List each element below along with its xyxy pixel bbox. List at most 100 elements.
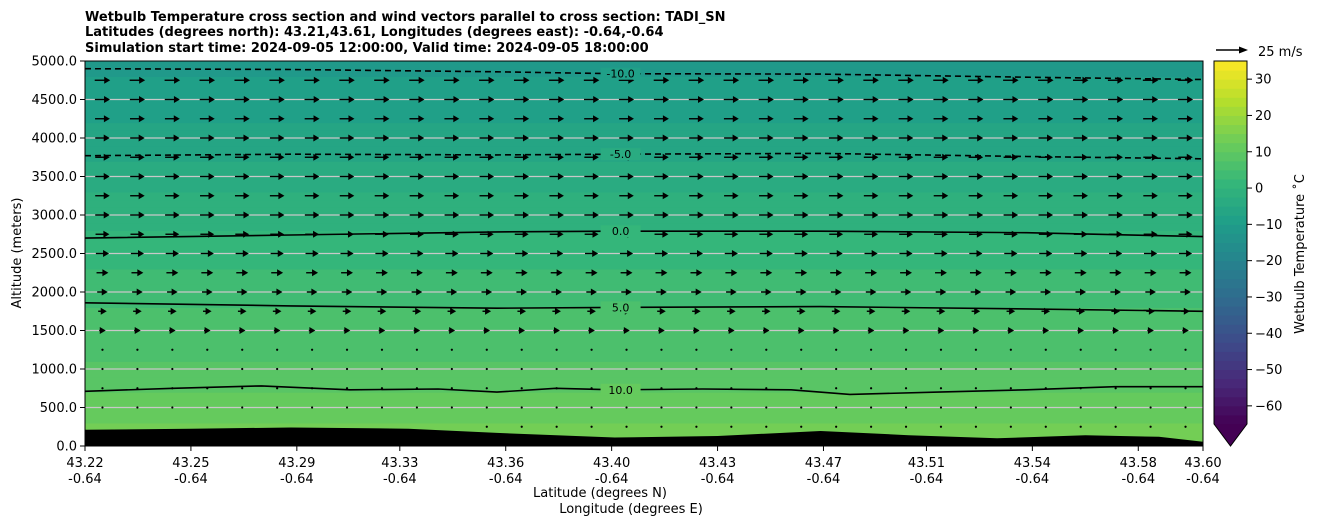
wind-vector xyxy=(549,173,564,180)
wind-vector xyxy=(376,269,388,277)
wind-vector xyxy=(797,327,805,334)
wind-vector xyxy=(375,250,389,257)
wind-vector-head xyxy=(453,96,460,103)
wind-vector xyxy=(625,406,628,409)
wind-vector-head xyxy=(138,96,145,103)
wind-vector-head xyxy=(593,96,600,103)
wind-vector-head xyxy=(557,230,564,238)
wind-vector-head xyxy=(698,76,705,84)
wind-vector-head xyxy=(243,115,250,123)
wind-vector-head xyxy=(662,153,669,161)
wind-vector-head xyxy=(697,250,704,257)
y-tick-label: 4000.0 xyxy=(32,132,78,147)
wind-vector xyxy=(164,115,180,123)
wind-vector-head xyxy=(941,250,948,257)
wind-vector-head xyxy=(1116,173,1123,180)
x-tick-label-lat: 43.47 xyxy=(805,456,842,471)
wind-vector-head xyxy=(1012,76,1019,84)
wind-vector-head xyxy=(379,327,386,334)
wind-reference-label: 25 m/s xyxy=(1258,45,1303,60)
wind-vector xyxy=(339,173,355,180)
wind-vector-head xyxy=(243,96,250,103)
wind-vector xyxy=(758,76,775,84)
wind-vector xyxy=(800,406,803,409)
wind-vector-head xyxy=(628,96,635,103)
wind-vector xyxy=(939,387,943,390)
wind-vector-head xyxy=(942,76,949,84)
wind-vector xyxy=(898,173,914,180)
wind-vector-head xyxy=(346,288,353,296)
wind-vector xyxy=(1073,211,1088,219)
wind-vector xyxy=(691,288,702,296)
wind-vector-head xyxy=(1012,211,1019,219)
x-tick-label-lon: -0.64 xyxy=(701,472,735,487)
wind-vector xyxy=(374,173,390,180)
title-line-3: Simulation start time: 2024-09-05 12:00:… xyxy=(85,41,649,56)
colorbar-band xyxy=(1214,378,1247,389)
x-tick-label-lat: 43.40 xyxy=(593,456,630,471)
wind-vector xyxy=(1074,269,1087,277)
temperature-band xyxy=(85,114,1203,124)
wind-vector-head xyxy=(1186,173,1193,180)
wind-vector-head xyxy=(663,76,670,84)
wind-vector xyxy=(234,173,250,180)
colorbar-band xyxy=(1214,414,1247,425)
wind-vector-head xyxy=(977,76,984,84)
wind-reference-key: 25 m/s xyxy=(1216,45,1303,60)
wind-vector-head xyxy=(977,192,984,200)
wind-vector xyxy=(793,153,809,161)
wind-vector-head xyxy=(103,250,110,257)
wind-vector-head xyxy=(173,115,180,123)
wind-vector xyxy=(95,211,110,219)
wind-vector xyxy=(867,327,875,334)
colorbar-band xyxy=(1214,387,1247,398)
wind-vector xyxy=(555,387,558,390)
wind-vector xyxy=(517,307,527,315)
wind-vector-head xyxy=(907,153,914,161)
wind-vector-head xyxy=(453,153,460,161)
wind-vector xyxy=(339,76,355,84)
wind-vector xyxy=(968,230,983,238)
temperature-band xyxy=(85,238,1203,247)
wind-vector-head xyxy=(134,327,141,334)
title-line-1: Wetbulb Temperature cross section and wi… xyxy=(85,10,726,25)
x-tick-label-lon: -0.64 xyxy=(383,472,417,487)
wind-vector xyxy=(234,76,250,84)
wind-vector xyxy=(654,211,669,219)
wind-vector xyxy=(555,406,558,409)
wind-vector-head xyxy=(1150,269,1157,277)
colorbar-band xyxy=(1214,133,1247,144)
wind-vector-head xyxy=(311,288,318,296)
wind-vector-head xyxy=(1186,192,1193,200)
wind-vector xyxy=(555,348,558,351)
wind-vector-head xyxy=(767,230,774,238)
wind-vector xyxy=(761,307,771,315)
wind-vector xyxy=(101,406,104,409)
wind-vector-head xyxy=(381,288,388,296)
wind-vector xyxy=(409,134,425,142)
wind-vector xyxy=(272,307,282,315)
wind-vector xyxy=(520,406,523,409)
wind-vector xyxy=(724,192,739,200)
wind-vector xyxy=(1108,173,1123,180)
wind-vector-head xyxy=(837,153,844,161)
wind-vector-head xyxy=(103,211,110,219)
wind-vector xyxy=(269,173,285,180)
wind-vector-head xyxy=(872,134,879,142)
wind-vector-head xyxy=(1081,230,1088,238)
wind-vector xyxy=(270,230,285,238)
wind-vector xyxy=(448,327,456,334)
wind-vector xyxy=(1181,307,1190,315)
wind-vector xyxy=(206,387,209,390)
wind-vector xyxy=(304,211,320,219)
wind-vector xyxy=(654,134,669,142)
wind-vector xyxy=(1108,192,1123,200)
wind-vector xyxy=(1178,153,1193,161)
wind-vector-head xyxy=(173,173,180,180)
wind-vector xyxy=(800,425,803,428)
contour-label-gap xyxy=(600,67,641,80)
temperature-band xyxy=(85,276,1203,285)
wind-vector xyxy=(409,115,425,123)
temperature-band xyxy=(85,91,1203,101)
wind-vector-head xyxy=(1047,192,1054,200)
